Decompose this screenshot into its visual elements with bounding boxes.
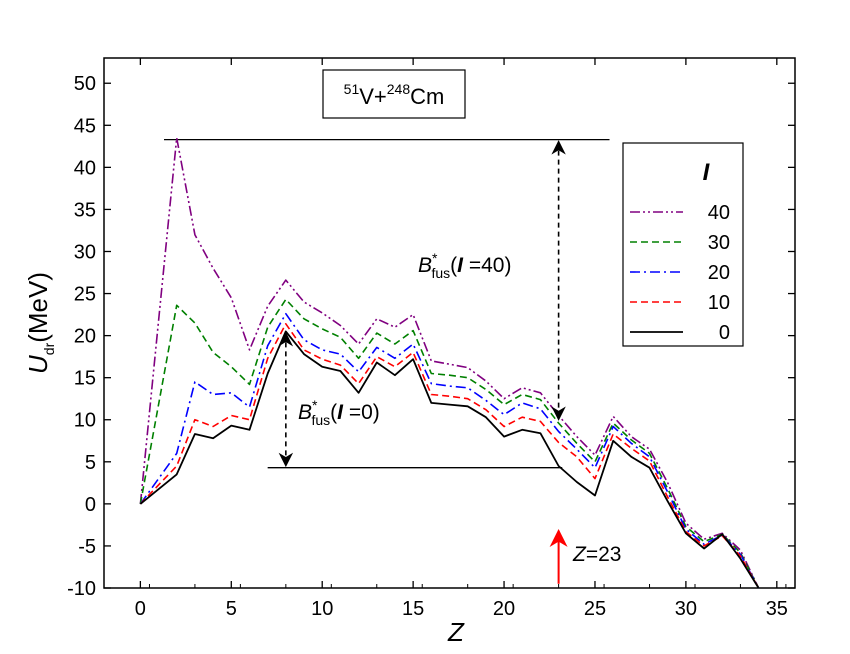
y-tick-label: 25: [74, 284, 96, 306]
series-line-20: [139, 312, 760, 589]
x-tick-label: 15: [402, 598, 424, 620]
series-line-0: [139, 330, 760, 589]
plot-frame: [103, 57, 796, 589]
y-tick-label: 0: [85, 494, 96, 516]
annotation-bfus-40: B* fus(I =40): [418, 250, 511, 281]
y-tick-label: 35: [74, 199, 96, 221]
y-tick-label: -10: [67, 578, 96, 600]
y-tick-label: 15: [74, 368, 96, 390]
x-tick-label: 35: [766, 598, 788, 620]
y-axis-title-tail: (MeV): [23, 272, 53, 343]
x-tick-label: 25: [584, 598, 606, 620]
svg-text:51V+248Cm: 51V+248Cm: [344, 81, 445, 109]
y-axis-title-main: U: [23, 355, 53, 374]
y-tick-label: -5: [78, 536, 96, 558]
y-tick-label: 45: [74, 115, 96, 137]
y-tick-label: 50: [74, 73, 96, 95]
reference-lines: [164, 138, 610, 469]
title-el-1: V+: [359, 84, 387, 109]
annotation-z23: Z=23: [572, 543, 621, 566]
title-el-2: Cm: [410, 84, 444, 109]
legend-label-40: 40: [708, 202, 730, 224]
x-tick-label: 10: [311, 598, 333, 620]
legend-box: [622, 142, 744, 347]
title-sup-1: 51: [344, 81, 360, 97]
y-axis-title-sub: dr: [41, 342, 57, 355]
y-tick-label: 20: [74, 326, 96, 348]
x-tick-label: 5: [226, 598, 237, 620]
x-tick-label: 0: [135, 598, 146, 620]
legend: I 40 30 20 10 0: [622, 142, 744, 347]
legend-label-10: 10: [708, 292, 730, 314]
x-tick-label: 30: [675, 598, 697, 620]
x-axis-title: Z: [447, 617, 465, 647]
legend-label-20: 20: [708, 262, 730, 284]
annotation-bfus-0: B* fus(I =0): [298, 397, 380, 428]
legend-label-0: 0: [719, 322, 730, 344]
y-axis-title: Udr(MeV): [23, 272, 57, 374]
legend-items: 40 30 20 10 0: [630, 202, 730, 344]
y-tick-label: 40: [74, 157, 96, 179]
legend-label-30: 30: [708, 232, 730, 254]
annotation-arrows: [278, 140, 568, 584]
x-tick-label: 20: [493, 598, 515, 620]
legend-header: I: [703, 159, 711, 186]
title-sup-2: 248: [387, 81, 411, 97]
y-tick-label: 30: [74, 241, 96, 263]
series-lines: [139, 137, 760, 589]
title-box: 51V+248Cm: [322, 69, 466, 119]
series-line-10: [139, 322, 760, 589]
y-tick-label: 5: [85, 452, 96, 474]
series-line-40: [139, 137, 760, 589]
y-tick-label: 10: [74, 410, 96, 432]
